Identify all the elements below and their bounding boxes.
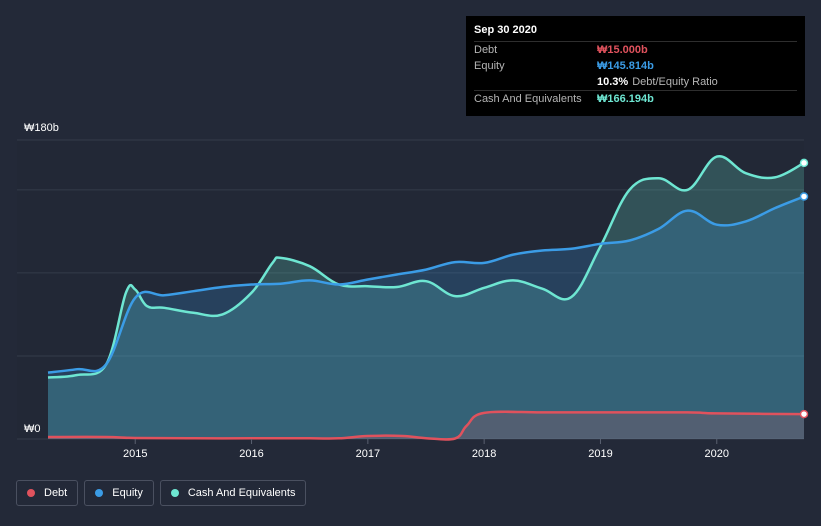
line-debt	[47, 410, 805, 441]
x-tick-label: 2018	[472, 448, 496, 460]
legend-dot-equity	[95, 489, 104, 497]
legend-item-cash[interactable]: Cash And Equivalents	[159, 480, 307, 506]
legend-label-cash: Cash And Equivalents	[187, 487, 296, 499]
tooltip-cash-value: ₩166.194b	[597, 93, 654, 105]
tooltip-cash-label: Cash And Equivalents	[474, 93, 582, 105]
legend-dot-cash	[170, 489, 179, 497]
tooltip-equity-value: ₩145.814b	[597, 60, 654, 72]
y-axis-max-label: ₩180b	[24, 122, 59, 134]
series-areas	[48, 156, 804, 440]
end-marker-equity	[799, 192, 809, 201]
tooltip-row-ratio: 10.3% Debt/Equity Ratio	[474, 74, 797, 90]
x-tick-label: 2019	[588, 448, 612, 460]
tooltip-date: Sep 30 2020	[474, 24, 537, 36]
x-tick-label: 2016	[239, 448, 263, 460]
tooltip-debt-value: ₩15.000b	[597, 44, 648, 56]
series-lines	[47, 155, 805, 441]
tooltip-row-debt: Debt ₩15.000b	[474, 41, 797, 58]
tooltip-ratio-label	[474, 74, 597, 90]
tooltip-ratio-value: 10.3%	[597, 76, 629, 88]
tooltip-ratio-suffix: Debt/Equity Ratio	[632, 76, 718, 88]
x-tick-label: 2020	[705, 448, 729, 460]
end-marker-debt	[799, 409, 809, 419]
legend-label-debt: Debt	[44, 487, 68, 499]
legend-dot-debt	[27, 489, 35, 497]
legend: Debt Equity Cash And Equivalents	[16, 480, 307, 506]
x-tick-label: 2017	[356, 448, 380, 460]
y-axis-zero-label: ₩0	[24, 423, 41, 435]
tooltip-equity-label: Equity	[474, 60, 505, 72]
tooltip-debt-label: Debt	[474, 44, 498, 56]
tooltip-panel: Sep 30 2020 Debt ₩15.000b Equity ₩145.81…	[466, 16, 805, 116]
line-cash-and-equivalents	[47, 155, 805, 379]
legend-item-equity[interactable]: Equity	[84, 480, 154, 506]
x-tick-label: 2015	[123, 448, 147, 460]
x-axis-ticks: 2015 2016 2017 2018 2019 2020	[123, 439, 729, 460]
legend-item-debt[interactable]: Debt	[16, 480, 79, 506]
tooltip-row-equity: Equity ₩145.814b	[474, 58, 797, 74]
area-debt	[48, 411, 804, 440]
line-equity	[47, 195, 805, 374]
end-marker-cash-and-equivalents	[799, 158, 809, 168]
area-cash-and-equivalents	[48, 156, 804, 439]
legend-label-equity: Equity	[112, 487, 143, 499]
area-equity	[48, 196, 804, 439]
tooltip-row-cash: Cash And Equivalents ₩166.194b	[474, 90, 797, 107]
series-end-markers	[799, 158, 809, 419]
